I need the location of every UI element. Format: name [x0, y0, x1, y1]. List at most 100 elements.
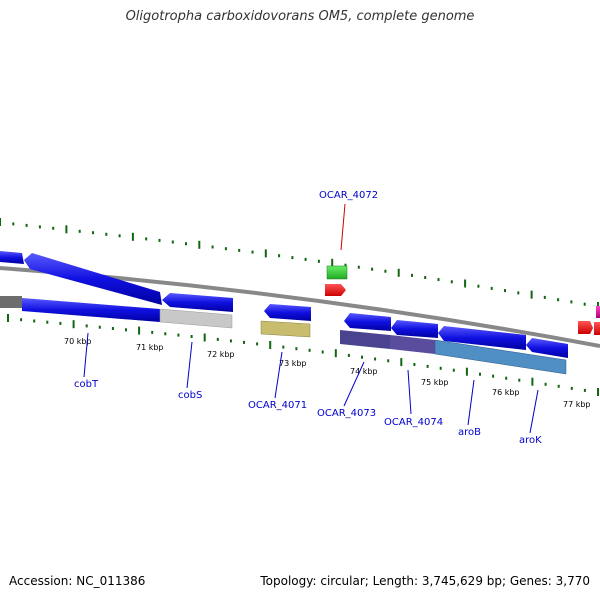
inner-tick — [400, 358, 403, 367]
genome-summary-text: Topology: circular; Length: 3,745,629 bp… — [260, 574, 590, 588]
inner-tick — [505, 376, 508, 380]
inner-tick — [557, 384, 560, 388]
outer-tick — [317, 259, 320, 263]
leader-line-aroB — [467, 379, 475, 426]
outer-tick — [557, 298, 560, 302]
leader-line-OCAR_4071 — [274, 351, 283, 399]
gene-label-aroB[interactable]: aroB — [458, 427, 481, 438]
outer-tick — [38, 225, 41, 229]
gene-label-OCAR_4073[interactable]: OCAR_4073 — [317, 408, 376, 419]
feature-blue-lower-1 — [22, 298, 160, 322]
gene-label-cobT[interactable]: cobT — [74, 379, 99, 390]
scale-label: 71 kbp — [136, 343, 164, 352]
inner-tick — [479, 372, 481, 376]
outer-tick — [464, 279, 467, 288]
outer-tick — [291, 256, 294, 260]
inner-tick — [518, 378, 521, 382]
outer-tick — [304, 257, 307, 261]
gene-label-OCAR_4071[interactable]: OCAR_4071 — [248, 400, 307, 411]
inner-tick — [544, 382, 547, 386]
inner-tick — [33, 319, 36, 323]
gene-label-cobS[interactable]: cobS — [178, 390, 202, 401]
inner-tick — [98, 325, 101, 329]
inner-tick — [164, 332, 167, 336]
gene-blue-upper-7 — [526, 338, 568, 358]
gene-red-right-2 — [594, 322, 600, 335]
outer-tick — [570, 300, 573, 304]
outer-tick — [437, 278, 440, 282]
inner-tick — [583, 388, 586, 392]
inner-tick-ring — [7, 314, 599, 396]
gene-red-right — [578, 321, 593, 334]
accession-text: Accession: NC_011386 — [9, 574, 146, 588]
gene-label-OCAR_4074[interactable]: OCAR_4074 — [384, 417, 443, 428]
inner-tick — [151, 330, 154, 334]
outer-tick — [477, 284, 480, 288]
gene-blue-left-edge — [0, 251, 24, 264]
inner-tick — [59, 321, 62, 325]
outer-tick — [278, 254, 281, 258]
outer-tick-ring — [0, 218, 599, 310]
inner-tick — [570, 386, 573, 390]
inner-tick — [256, 342, 259, 346]
inner-tick — [203, 333, 206, 342]
genome-title: Oligotropha carboxidovorans OM5, complet… — [125, 9, 475, 24]
feature-purple-2 — [390, 335, 435, 354]
outer-tick — [52, 226, 55, 230]
outer-tick — [131, 232, 134, 241]
feature-khaki — [260, 320, 311, 338]
gene-label-aroK[interactable]: aroK — [519, 435, 542, 446]
inner-tick — [46, 320, 49, 324]
outer-tick — [92, 231, 94, 235]
inner-tick — [177, 333, 180, 337]
outer-tick — [264, 249, 267, 258]
outer-tick — [118, 234, 121, 238]
outer-tick — [25, 223, 28, 227]
outer-tick — [251, 250, 254, 254]
scale-label: 72 kbp — [207, 350, 235, 359]
inner-tick — [426, 364, 429, 368]
inner-tick — [334, 349, 337, 358]
inner-tick — [125, 328, 127, 332]
outer-tick — [384, 269, 387, 273]
scale-label: 70 kbp — [64, 337, 92, 346]
inner-tick — [216, 337, 219, 341]
outer-tick — [411, 273, 413, 277]
inner-tick — [452, 368, 455, 372]
outer-tick — [238, 248, 241, 252]
outer-tick — [185, 242, 187, 246]
leader-line-OCAR_4074 — [407, 369, 412, 415]
gene-OCAR_4072-green — [326, 265, 348, 280]
leader-line-OCAR_4072 — [340, 203, 346, 251]
gene-blue-upper-3 — [264, 304, 311, 321]
scale-label: 75 kbp — [421, 378, 449, 387]
outer-tick — [490, 286, 493, 290]
inner-tick — [111, 327, 114, 330]
inner-tick — [282, 345, 285, 349]
inner-tick — [597, 388, 599, 396]
outer-tick — [105, 232, 108, 236]
inner-tick — [361, 355, 363, 359]
feature-steelblue — [434, 339, 567, 375]
leader-line-cobT — [83, 332, 89, 378]
outer-tick — [211, 245, 214, 249]
gene-label-OCAR_4072[interactable]: OCAR_4072 — [319, 190, 378, 201]
scale-labels: 70 kbp 71 kbp 72 kbp 73 kbp 74 kbp 75 kbp 76 k… — [64, 337, 591, 409]
scale-label: 77 kbp — [563, 400, 591, 409]
inner-tick — [20, 318, 23, 322]
inner-tick — [492, 374, 495, 378]
inner-tick — [190, 335, 193, 338]
gene-blue-upper-2 — [162, 293, 233, 312]
scale-label: 76 kbp — [492, 388, 520, 397]
outer-tick — [530, 290, 533, 299]
outer-tick — [198, 240, 201, 249]
inner-tick — [72, 320, 75, 329]
scale-label: 74 kbp — [350, 367, 378, 376]
outer-tick — [145, 237, 148, 241]
inner-tick — [7, 314, 9, 322]
outer-tick — [517, 291, 520, 295]
outer-tick — [224, 247, 227, 251]
gene-labels: cobT cobS OCAR_4071 OCAR_4072 OCAR_4073 OCAR_… — [74, 190, 542, 446]
inner-tick — [347, 353, 350, 357]
